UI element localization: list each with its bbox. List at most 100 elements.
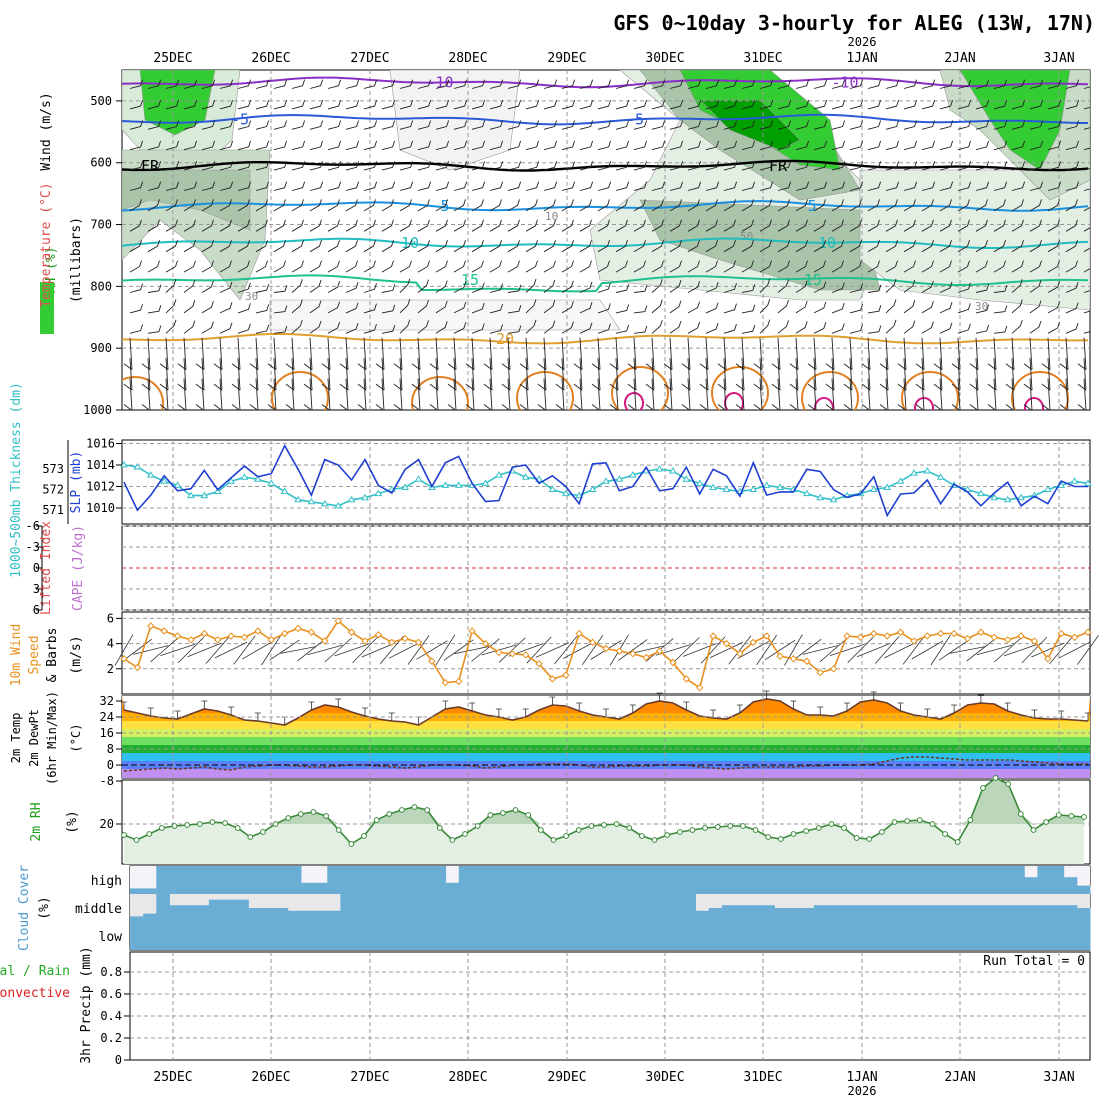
rh-line-point [954, 839, 961, 845]
wind-barb [309, 181, 324, 191]
wind-barb [1083, 86, 1090, 89]
isotherm-label: 20 [496, 330, 514, 348]
wind-barb [417, 120, 432, 130]
wind-barb [147, 240, 160, 253]
wind-barb [597, 323, 611, 334]
wind-barb [825, 378, 835, 410]
wind-barb [975, 181, 990, 191]
wind-barb [381, 140, 396, 151]
rh-area [269, 299, 621, 331]
wind-speed-line-point [803, 657, 811, 665]
ylabel-wind-3: & Barbs [45, 628, 60, 683]
cloud-bar [708, 908, 723, 922]
wind-speed-line-point [990, 633, 998, 642]
wind-barb [1011, 219, 1024, 232]
thickness-line-point [173, 481, 182, 488]
cloud-bar [853, 922, 867, 950]
wind-barb [489, 181, 504, 191]
cloud-bar [892, 905, 907, 922]
wind-barb [831, 323, 845, 334]
wind-barb [183, 120, 198, 130]
cloud-bar [222, 866, 236, 894]
wind-barb [597, 219, 610, 232]
wind-barb [255, 219, 268, 232]
cloud-bar [971, 905, 986, 922]
wind-barb [453, 140, 468, 151]
isotherm-label: 10 [401, 234, 419, 252]
date-label-bottom: 2JAN [944, 1070, 975, 1085]
cloud-bar [235, 922, 249, 950]
wind-barb [237, 181, 252, 191]
wind-barb [615, 181, 630, 191]
wind-barb [273, 161, 288, 171]
cloud-bar [734, 922, 749, 950]
wind-barb [453, 301, 467, 314]
wind-speed-line-point [548, 675, 557, 683]
wind-barb [1047, 281, 1061, 293]
wind-barb [219, 120, 234, 130]
wind-barb [705, 161, 720, 171]
cloud-bar [1050, 922, 1065, 950]
surface-wind-barb [1049, 635, 1074, 665]
thickness-line-point [374, 489, 383, 497]
wind-barb [273, 219, 286, 232]
ylabel-precip: 3hr Precip (mm) [79, 946, 94, 1063]
ylabel-wind-1: 10m Wind [9, 624, 24, 687]
thickness-line-point [267, 479, 276, 486]
wind-barb [561, 99, 576, 110]
surface-wind-barb [177, 637, 204, 663]
wind-barb [417, 320, 429, 334]
wind-barb [489, 99, 504, 110]
cloud-bar [340, 922, 355, 950]
wind-barb [903, 99, 918, 110]
cloud-bar [866, 866, 881, 894]
thickness-line-point [334, 501, 343, 509]
cloud-layer-label: middle [75, 902, 122, 917]
wind-barb [1011, 181, 1026, 191]
wind-barb [849, 260, 862, 273]
wind-barb [165, 161, 180, 171]
wind-barb [147, 120, 162, 130]
wind-barb [867, 219, 880, 232]
wind-tick-label: 2 [107, 662, 114, 676]
wind-barb [615, 304, 630, 314]
wind-barb [759, 199, 772, 212]
wind-barb [705, 302, 719, 314]
thickness-line-point [588, 485, 597, 492]
rh-line-point [575, 827, 582, 833]
wind-barb [453, 240, 466, 253]
wind-barb [633, 161, 648, 171]
ylabel-temp-1: 2m Temp [9, 713, 23, 764]
wind-speed-line-point [602, 644, 610, 653]
wind-barb [831, 199, 844, 212]
cloud-bar [445, 922, 460, 950]
wind-barb [1059, 378, 1069, 410]
wind-barb [183, 240, 196, 253]
wind-barb [507, 284, 522, 293]
cloud-bar [958, 905, 973, 922]
wind-barb [165, 99, 180, 110]
wind-barb [921, 79, 936, 89]
date-label-bottom: 28DEC [448, 1070, 487, 1085]
wind-barb [741, 219, 754, 232]
thickness-tick-label: 571 [42, 503, 64, 517]
wind-barb [201, 79, 216, 89]
cloud-bar [471, 922, 486, 950]
surface-wind-barb [655, 644, 691, 656]
wind-barb [543, 279, 556, 293]
wind-barb [651, 161, 666, 171]
minmax-marker [629, 704, 636, 713]
wind-barb [255, 120, 270, 130]
rh-line-point [158, 825, 165, 831]
minmax-marker [174, 710, 181, 719]
cloud-bar [945, 922, 959, 950]
wind-barb [1065, 260, 1078, 273]
cloud-bar [485, 894, 499, 922]
rh-line-point [563, 833, 570, 839]
wind-barb [1083, 147, 1090, 151]
cloud-bar [195, 866, 210, 894]
wind-barb [903, 300, 916, 314]
wind-barb [129, 120, 144, 130]
wind-barb [399, 140, 414, 151]
surface-wind-barb [994, 637, 1022, 663]
